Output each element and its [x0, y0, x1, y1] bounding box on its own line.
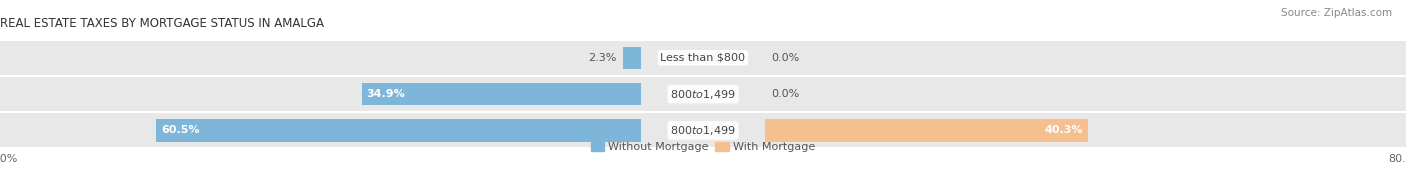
Text: 0.0%: 0.0% — [772, 89, 800, 99]
Text: 0.0%: 0.0% — [772, 53, 800, 63]
Legend: Without Mortgage, With Mortgage: Without Mortgage, With Mortgage — [586, 137, 820, 157]
Text: 2.3%: 2.3% — [588, 53, 616, 63]
Text: 40.3%: 40.3% — [1045, 125, 1083, 135]
Text: 34.9%: 34.9% — [366, 89, 405, 99]
Bar — [0, 77, 1406, 111]
Bar — [156, 119, 641, 142]
Bar — [623, 46, 641, 69]
Text: $800 to $1,499: $800 to $1,499 — [671, 88, 735, 101]
Text: Less than $800: Less than $800 — [661, 53, 745, 63]
Bar — [361, 83, 641, 105]
Text: 60.5%: 60.5% — [160, 125, 200, 135]
Bar — [765, 119, 1088, 142]
Text: REAL ESTATE TAXES BY MORTGAGE STATUS IN AMALGA: REAL ESTATE TAXES BY MORTGAGE STATUS IN … — [0, 17, 323, 30]
Bar — [0, 113, 1406, 147]
Text: Source: ZipAtlas.com: Source: ZipAtlas.com — [1281, 8, 1392, 18]
Bar — [0, 41, 1406, 75]
Text: $800 to $1,499: $800 to $1,499 — [671, 124, 735, 137]
